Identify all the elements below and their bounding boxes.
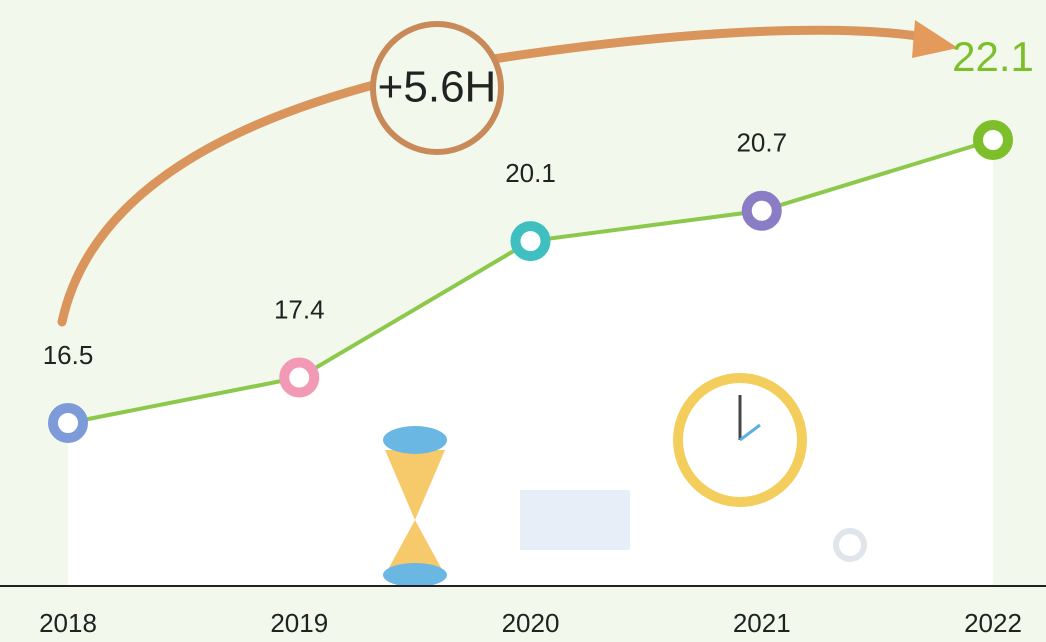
annotation: +5.6H [378, 63, 497, 112]
point [741, 190, 782, 231]
point [279, 357, 320, 398]
annotation-circle [370, 21, 504, 155]
x-tick-label: 2020 [502, 608, 560, 638]
hourglass-top [383, 426, 447, 454]
gear [833, 528, 867, 562]
hourglass [385, 450, 445, 575]
point [48, 403, 88, 443]
value-label: 20.7 [736, 128, 787, 158]
x-tick-label: 2018 [39, 608, 97, 638]
x-tick-label: 2021 [733, 608, 791, 638]
desk [520, 490, 630, 550]
point [973, 120, 1013, 160]
value-label: 17.4 [274, 294, 325, 324]
point [510, 221, 551, 262]
x-tick-label: 2022 [964, 608, 1022, 638]
value-label: 22.1 [952, 33, 1034, 80]
illustration [383, 373, 867, 587]
value-label: 20.1 [505, 158, 556, 188]
hourglass-base [383, 563, 447, 587]
arrow-head [912, 20, 958, 58]
value-label: 16.5 [43, 340, 94, 370]
x-tick-label: 2019 [270, 608, 328, 638]
clock-hand [739, 423, 761, 442]
